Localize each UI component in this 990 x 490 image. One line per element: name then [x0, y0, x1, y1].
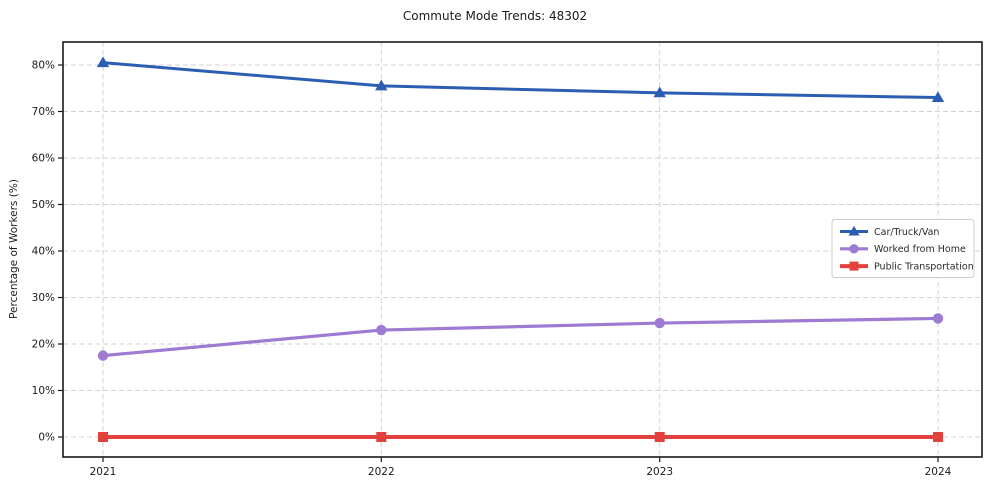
- series-marker-car-truck-van: [931, 91, 945, 102]
- series-marker-worked-from-home: [376, 324, 387, 336]
- x-tick-label: 2023: [646, 466, 673, 478]
- grid-layer: [63, 42, 982, 457]
- legend-label-worked-from-home: Worked from Home: [874, 244, 966, 255]
- legend-marker-public-transportation: [849, 261, 859, 271]
- series-marker-car-truck-van: [96, 56, 110, 68]
- y-tick-label: 80%: [32, 60, 55, 72]
- legend-marker-car-truck-van: [848, 225, 860, 236]
- series-marker-car-truck-van: [375, 79, 388, 91]
- series-layer: [96, 56, 945, 442]
- y-tick-label: 30%: [32, 292, 55, 304]
- series-marker-public-transportation: [654, 432, 665, 442]
- series-marker-car-truck-van: [653, 86, 666, 98]
- chart-title: Commute Mode Trends: 48302: [403, 9, 587, 23]
- y-axis-label: Percentage of Workers (%): [8, 179, 20, 319]
- series-marker-public-transportation: [933, 432, 943, 442]
- series-marker-worked-from-home: [932, 313, 944, 324]
- y-tick-label: 70%: [32, 106, 55, 118]
- series-marker-worked-from-home: [654, 317, 665, 329]
- x-tick-label: 2024: [925, 466, 952, 478]
- series-marker-public-transportation: [98, 432, 108, 442]
- x-tick-label: 2022: [368, 466, 395, 478]
- legend-label-public-transportation: Public Transportation: [874, 262, 974, 273]
- plot-border: [62, 41, 983, 458]
- y-tick-label: 60%: [32, 153, 55, 165]
- legend-box: [831, 219, 975, 278]
- y-tick-label: 40%: [32, 246, 55, 258]
- series-line-worked-from-home: [101, 316, 940, 358]
- y-tick-label: 20%: [32, 339, 55, 351]
- y-tick-label: 10%: [32, 385, 55, 397]
- legend-label-car-truck-van: Car/Truck/Van: [874, 227, 939, 238]
- x-tick-label: 2021: [90, 466, 117, 478]
- y-tick-label: 50%: [32, 199, 55, 211]
- legend: Car/Truck/Van Worked from Home Public Tran…: [831, 219, 975, 278]
- series-line-car-truck-van: [101, 61, 940, 100]
- series-marker-worked-from-home: [97, 350, 109, 361]
- series-marker-public-transportation: [376, 432, 387, 442]
- axis-layer: 0% 10% 20% 30% 40% 50% 60% 70% 80% 2021 2022 2023 20…: [32, 41, 983, 478]
- legend-marker-worked-from-home: [849, 244, 859, 254]
- y-tick-label: 0%: [38, 432, 55, 444]
